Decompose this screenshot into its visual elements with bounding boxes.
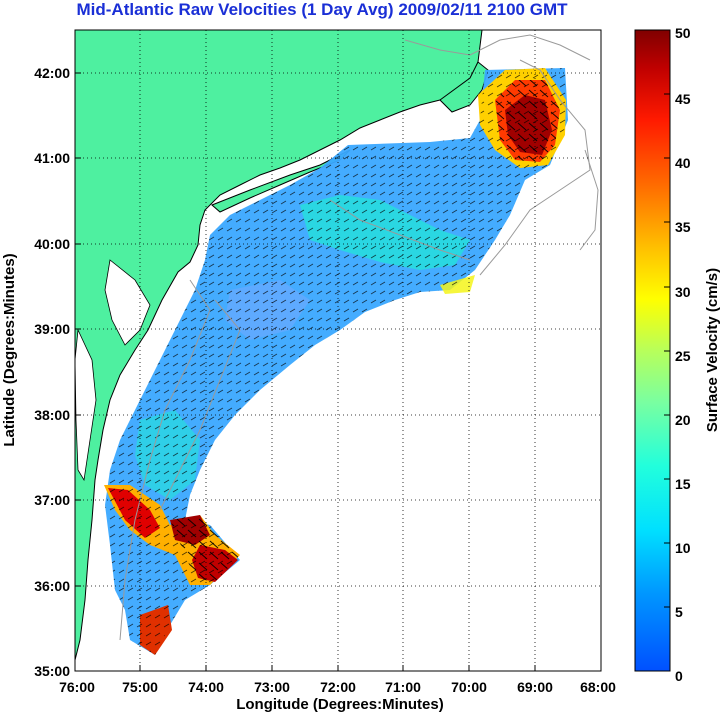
- y-tick-label: 41:00: [34, 150, 70, 166]
- y-tick-labels: 35:00 36:00 37:00 38:00 39:00 40:00 41:0…: [34, 65, 70, 679]
- x-tick-label: 70:00: [451, 679, 487, 695]
- x-tick-label: 76:00: [59, 679, 95, 695]
- colorbar-tick-label: 45: [675, 91, 691, 107]
- y-tick-label: 38:00: [34, 407, 70, 423]
- colorbar-tick-labels: 0 5 10 15 20 25 30 35 40 45 50: [675, 25, 691, 684]
- velocity-arrows-strong: [495, 80, 560, 162]
- velocity-arrows-strong: [170, 515, 240, 582]
- axis-ticks: [75, 72, 536, 671]
- x-tick-label: 74:00: [188, 679, 224, 695]
- x-tick-label: 68:00: [580, 679, 616, 695]
- land-mass: [75, 30, 483, 661]
- y-tick-label: 36:00: [34, 578, 70, 594]
- delaware-bay: [104, 259, 151, 346]
- colorbar-tick-label: 20: [675, 412, 691, 428]
- y-tick-label: 39:00: [34, 321, 70, 337]
- colorbar-tick-label: 50: [675, 25, 691, 41]
- x-tick-label: 71:00: [385, 679, 421, 695]
- x-tick-label: 72:00: [320, 679, 356, 695]
- colorbar-tick-label: 15: [675, 476, 691, 492]
- y-tick-label: 40:00: [34, 236, 70, 252]
- x-tick-label: 75:00: [122, 679, 158, 695]
- colorbar-ticks: [664, 93, 670, 608]
- y-tick-label: 35:00: [34, 663, 70, 679]
- colorbar-tick-label: 35: [675, 219, 691, 235]
- colorbar-tick-label: 0: [675, 668, 683, 684]
- colorbar-tick-label: 40: [675, 155, 691, 171]
- colorbar-tick-label: 5: [675, 604, 683, 620]
- x-tick-labels: 76:00 75:00 74:00 73:00 72:00 71:00 70:0…: [59, 679, 616, 695]
- colorbar-tick-label: 10: [675, 540, 691, 556]
- map-title: Mid-Atlantic Raw Velocities (1 Day Avg) …: [76, 0, 568, 19]
- y-axis-label: Latitude (Degrees:Minutes): [1, 253, 18, 446]
- x-tick-label: 69:00: [517, 679, 553, 695]
- map-grid: [75, 30, 601, 671]
- x-tick-label: 73:00: [254, 679, 290, 695]
- colorbar-tick-label: 30: [675, 284, 691, 300]
- colorbar-label: Surface Velocity (cm/s): [704, 268, 721, 432]
- y-tick-label: 37:00: [34, 492, 70, 508]
- bathymetry-contours: [119, 34, 599, 641]
- y-tick-label: 42:00: [34, 65, 70, 81]
- x-axis-label: Longitude (Degrees:Minutes): [236, 696, 444, 713]
- colorbar-tick-label: 25: [675, 348, 691, 364]
- velocity-arrows: [105, 68, 568, 655]
